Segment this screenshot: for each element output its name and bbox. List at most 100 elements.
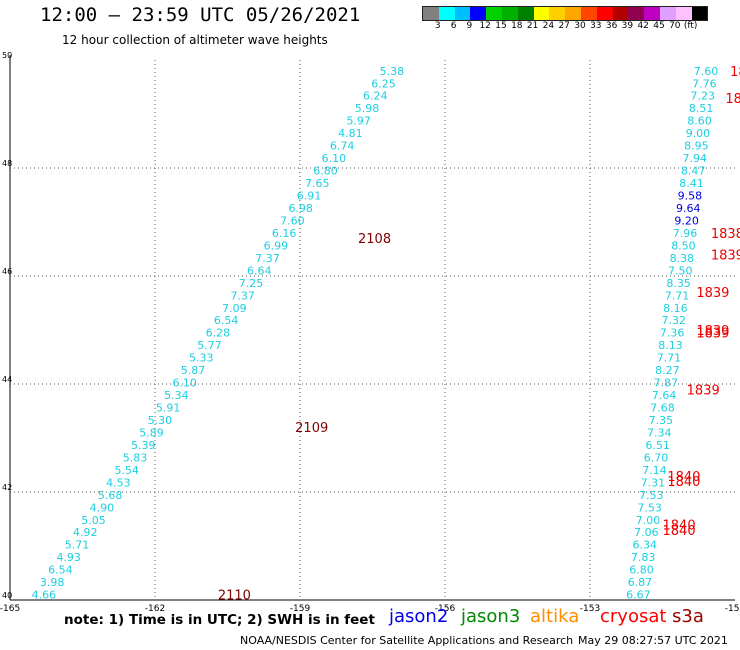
time-label: 1840	[667, 475, 700, 490]
color-scale-label: 33	[590, 21, 602, 31]
color-swatch	[486, 7, 502, 20]
color-scale-label: 39	[621, 21, 634, 31]
wave-height-label-cryosat: 8.27	[655, 364, 680, 377]
wave-height-label-jason3: 4.90	[90, 501, 115, 514]
y-tick-label: 50	[2, 51, 12, 60]
wave-height-label-cryosat: 9.00	[686, 127, 711, 140]
wave-height-label-cryosat: 7.64	[652, 389, 677, 402]
wave-height-label-cryosat: 6.87	[628, 576, 653, 589]
color-scale-label: 45	[653, 21, 665, 31]
wave-height-label-cryosat: 7.31	[641, 476, 666, 489]
color-scale-label: 27	[558, 21, 570, 31]
wave-height-label-jason3: 6.99	[264, 239, 289, 252]
wave-height-label-jason3: 5.68	[98, 489, 123, 502]
wave-height-label-jason3: 6.74	[330, 140, 355, 153]
wave-height-label-cryosat: 8.50	[671, 239, 696, 252]
legend-s3a: s3a	[672, 606, 704, 627]
wave-height-label-cryosat: 7.14	[642, 464, 667, 477]
wave-height-label-cryosat: 8.35	[666, 277, 691, 290]
wave-height-label-cryosat: 7.87	[653, 377, 678, 390]
wave-height-label-jason3: 6.28	[206, 327, 231, 340]
wave-height-label-jason3: 5.98	[355, 102, 380, 115]
color-scale-label: 12	[479, 21, 491, 31]
wave-height-label-cryosat: 8.47	[681, 165, 706, 178]
wave-height-label-jason3: 5.71	[65, 539, 90, 552]
wave-height-label-jason3: 4.93	[56, 551, 81, 564]
color-scale-label: 18	[511, 21, 523, 31]
wave-height-label-jason3: 7.65	[305, 177, 330, 190]
wave-height-label-cryosat: 7.34	[647, 426, 672, 439]
wave-height-label-jason3: 6.64	[247, 264, 272, 277]
color-scale-label: (ft)	[683, 21, 698, 31]
wave-height-label-jason3: 7.37	[255, 252, 280, 265]
wave-height-label-cryosat: 6.80	[629, 564, 654, 577]
wave-height-label-jason3: 4.92	[73, 526, 98, 539]
color-scale-label: 24	[542, 21, 555, 31]
legend-jason3: jason3	[461, 606, 521, 627]
wave-height-label-cryosat: 7.83	[631, 551, 656, 564]
time-label: 2109	[295, 421, 328, 436]
wave-height-label-cryosat: 9.20	[674, 214, 699, 227]
wave-height-label-jason3: 5.54	[114, 464, 139, 477]
wave-height-label-jason3: 6.24	[363, 90, 388, 103]
time-label: 2108	[358, 232, 391, 247]
wave-height-label-jason3: 5.39	[131, 439, 156, 452]
color-swatch	[423, 7, 439, 20]
color-scale-label: 21	[526, 21, 539, 31]
wave-height-label-jason3: 6.54	[48, 564, 73, 577]
x-tick-label: -162	[145, 604, 165, 614]
wave-height-label-jason3: 6.16	[272, 227, 297, 240]
wave-height-label-cryosat: 7.96	[673, 227, 698, 240]
color-swatch	[565, 7, 581, 20]
wave-height-label-cryosat: 7.53	[639, 489, 664, 502]
wave-height-label-cryosat: 9.64	[676, 202, 701, 215]
time-label: 1838	[711, 227, 740, 242]
wave-height-label-cryosat: 7.00	[636, 514, 661, 527]
x-tick-label: -153	[580, 604, 600, 614]
wave-height-label-cryosat: 7.60	[694, 65, 719, 78]
wave-height-label-cryosat: 7.36	[660, 327, 685, 340]
y-tick-label: 48	[2, 159, 12, 168]
x-tick-label: -159	[290, 604, 311, 614]
footer-credit: NOAA/NESDIS Center for Satellite Applica…	[240, 634, 574, 647]
color-swatch	[659, 7, 676, 20]
time-label: 18	[730, 65, 740, 80]
wave-height-label-jason3: 5.87	[181, 364, 206, 377]
color-swatch	[438, 7, 455, 20]
wave-height-label-cryosat: 6.67	[626, 589, 651, 602]
wave-height-label-jason3: 4.66	[32, 589, 57, 602]
wave-height-label-jason3: 6.25	[371, 77, 396, 90]
time-label: 2110	[218, 589, 251, 604]
color-scale-label: 30	[574, 21, 586, 31]
wave-height-label-jason3: 5.97	[346, 115, 371, 128]
y-tick-label: 42	[2, 483, 12, 492]
wave-height-label-cryosat: 7.71	[665, 289, 690, 302]
wave-height-label-jason3: 5.83	[123, 451, 148, 464]
wave-height-label-cryosat: 6.51	[645, 439, 670, 452]
wave-height-label-jason3: 6.10	[322, 152, 347, 165]
wave-height-label-cryosat: 8.95	[684, 140, 709, 153]
wave-height-label-jason3: 5.89	[139, 426, 164, 439]
wave-height-label-cryosat: 8.13	[658, 339, 683, 352]
wave-height-label-jason3: 7.09	[222, 302, 247, 315]
wave-height-label-jason3: 6.91	[297, 190, 322, 203]
color-swatch	[628, 7, 645, 20]
color-swatch	[596, 7, 613, 20]
wave-height-label-cryosat: 6.34	[633, 539, 658, 552]
wave-height-label-cryosat: 7.94	[682, 152, 707, 165]
footer-timestamp: May 29 08:27:57 UTC 2021	[578, 634, 728, 647]
legend-note: note: 1) Time is in UTC; 2) SWH is in fe…	[64, 612, 375, 628]
wave-height-label-jason3: 6.98	[288, 202, 313, 215]
color-swatch	[612, 7, 629, 20]
wave-height-label-jason3: 5.38	[380, 65, 405, 78]
wave-height-label-jason3: 5.77	[197, 339, 222, 352]
wave-height-label-cryosat: 7.35	[649, 414, 674, 427]
wave-height-label-jason3: 4.53	[106, 476, 131, 489]
wave-height-label-jason3: 4.81	[338, 127, 363, 140]
page-title: 12:00 – 23:59 UTC 05/26/2021	[40, 4, 361, 26]
legend-jason2: jason2	[389, 606, 449, 627]
time-label: 1839	[696, 327, 729, 342]
color-swatch	[644, 7, 660, 20]
time-label: 1839	[711, 248, 740, 263]
